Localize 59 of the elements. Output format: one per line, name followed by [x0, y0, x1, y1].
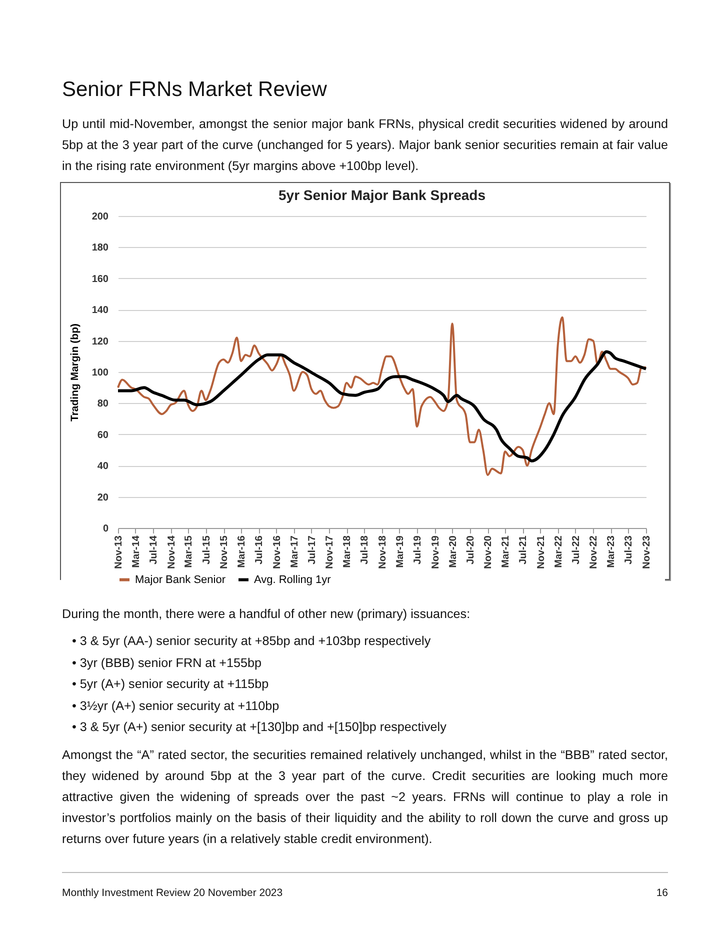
text: • 5yr (A+) senior security at +115bp	[72, 676, 270, 693]
y-tick-label: 80	[97, 398, 109, 410]
text: Amongst the “A” rated sector, the securities remained relatively unchanged, whilst in the “BBB” rated sector, they widened by around 5bp at the 3 year part of the curve. Credit securities are looking much more attractive given the widening of spreads over the past ~2 years. FRNs will continue to play a role in investor’s portfolios mainly on the basis of their liquidity and the ability to roll down the curve and gross up returns over future years (in a relatively stable credit environment).	[62, 746, 668, 848]
x-tick-label: Jul-22	[570, 535, 582, 564]
y-tick-label: 120	[92, 336, 109, 348]
x-tick-label: Jul-17	[306, 535, 318, 564]
x-tick-label: Nov-14	[166, 535, 178, 569]
x-tick-label: Jul-20	[465, 535, 476, 564]
text: 16	[656, 887, 668, 899]
text: Senior FRNs Market Review	[62, 78, 328, 102]
x-tick-label: Nov-18	[378, 535, 388, 569]
text: • 3yr (BBB) senior FRN at +155bp	[72, 654, 263, 672]
x-tick-label: Mar-17	[289, 535, 300, 568]
x-tick-label: Nov-17	[324, 535, 336, 569]
chart-title: 5yr Senior Major Bank Spreads	[278, 187, 486, 203]
y-tick-label: 40	[97, 461, 109, 472]
x-tick-label: Jul-16	[254, 535, 266, 564]
y-tick-label: 160	[92, 274, 109, 285]
y-tick-label: 200	[92, 212, 109, 222]
x-tick-label: Nov-23	[642, 535, 652, 569]
y-tick-label: 0	[102, 524, 109, 534]
x-tick-label: Mar-18	[342, 535, 354, 568]
x-tick-label: Nov-15	[219, 535, 230, 569]
text: Monthly Investment Review 20 November 2023	[62, 887, 283, 899]
y-tick-label: 140	[92, 305, 109, 316]
x-tick-label: Mar-22	[553, 535, 564, 568]
y-tick-label: 180	[92, 242, 109, 254]
x-tick-label: Nov-22	[588, 535, 600, 569]
x-tick-label: Nov-13	[114, 535, 124, 569]
x-tick-label: Nov-20	[483, 535, 494, 569]
text: • 3 & 5yr (A+) senior security at +[130]bp and +[150]bp respectively	[72, 719, 448, 736]
legend-label: Avg. Rolling 1yr	[254, 574, 332, 586]
x-tick-label: Nov-19	[430, 535, 442, 569]
y-tick-label: 100	[92, 368, 109, 378]
x-tick-label: Mar-20	[448, 535, 459, 568]
x-tick-label: Nov-16	[272, 535, 283, 569]
text: • 3 & 5yr (AA-) senior security at +85bp and +103bp respectively	[72, 633, 432, 650]
y-axis-title: Trading Margin (bp)	[68, 324, 81, 422]
text: • 3½yr (A+) senior security at +110bp	[72, 698, 280, 715]
legend-label: Major Bank Senior	[135, 574, 226, 586]
x-tick-label: Jul-21	[518, 535, 530, 564]
x-tick-label: Mar-14	[130, 535, 142, 568]
y-tick-label: 20	[97, 492, 109, 504]
x-tick-label: Mar-16	[236, 535, 248, 568]
x-tick-label: Nov-21	[536, 535, 547, 569]
x-tick-label: Jul-15	[201, 535, 212, 564]
x-tick-label: Mar-23	[606, 535, 618, 568]
x-tick-label: Mar-19	[394, 535, 406, 568]
line-series	[117, 316, 647, 476]
x-tick-label: Jul-23	[624, 535, 635, 564]
x-tick-label: Jul-18	[360, 535, 371, 564]
line-series	[116, 350, 648, 462]
x-tick-label: Jul-14	[148, 535, 160, 564]
text: Up until mid-November, amongst the senior major bank FRNs, physical credit securities widened by around 5bp at the 3 year part of the curve (unchanged for 5 years). Major bank senior securities remain at fair value in the rising rate environment (5yr margins above +100bp level).	[62, 116, 668, 175]
y-tick-label: 60	[97, 430, 109, 441]
text: During the month, there were a handful of other new (primary) issuances:	[62, 606, 472, 623]
x-tick-label: Mar-15	[184, 535, 195, 568]
x-tick-label: Jul-19	[412, 535, 424, 564]
x-tick-label: Mar-21	[500, 535, 512, 568]
